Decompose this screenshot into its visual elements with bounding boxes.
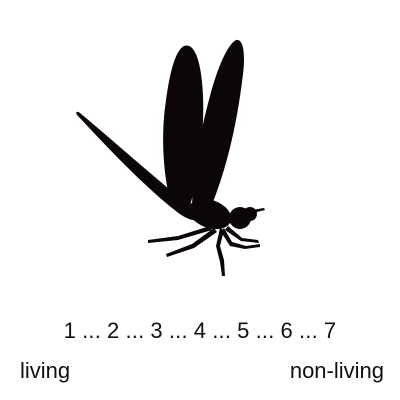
scale-point-5[interactable]: 5 — [237, 318, 250, 343]
dragonfly-silhouette-icon — [60, 30, 280, 290]
scale-separator: ... — [255, 318, 275, 343]
rating-scale: 1... 2... 3... 4... 5... 6... 7 — [0, 318, 400, 344]
scale-point-1[interactable]: 1 — [63, 318, 77, 343]
scale-point-6[interactable]: 6 — [280, 318, 293, 343]
scale-point-4[interactable]: 4 — [193, 318, 207, 343]
scale-separator: ... — [168, 318, 188, 343]
scale-separator: ... — [82, 318, 102, 343]
scale-separator: ... — [212, 318, 232, 343]
scale-separator: ... — [125, 318, 145, 343]
scale-separator: ... — [298, 318, 318, 343]
scale-right-anchor-label: non-living — [289, 358, 384, 383]
scale-left-anchor-label: living — [20, 358, 71, 383]
scale-point-2[interactable]: 2 — [107, 318, 120, 343]
scale-point-3[interactable]: 3 — [150, 318, 163, 343]
scale-point-7[interactable]: 7 — [323, 318, 337, 343]
